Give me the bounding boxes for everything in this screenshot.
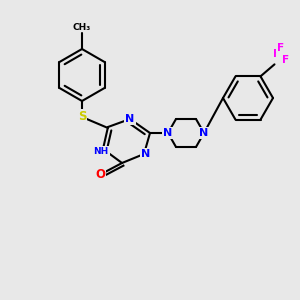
Text: N: N bbox=[125, 114, 135, 124]
Text: F: F bbox=[273, 49, 280, 59]
Text: F: F bbox=[277, 43, 284, 53]
Text: N: N bbox=[141, 149, 151, 159]
Text: CH₃: CH₃ bbox=[73, 22, 91, 32]
Text: NH: NH bbox=[93, 146, 109, 155]
Text: N: N bbox=[200, 128, 208, 138]
Text: S: S bbox=[78, 110, 86, 124]
Text: F: F bbox=[282, 55, 289, 65]
Text: N: N bbox=[164, 128, 172, 138]
Text: O: O bbox=[95, 169, 105, 182]
